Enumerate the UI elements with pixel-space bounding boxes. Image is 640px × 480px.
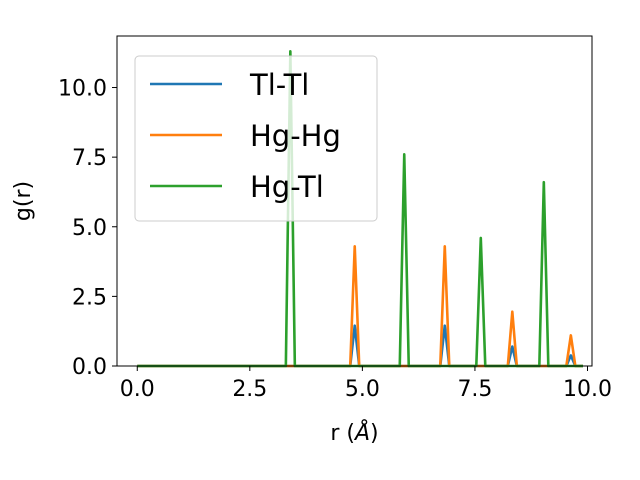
y-tick-label: 2.5	[72, 285, 107, 310]
legend-label-tl-tl: Tl-Tl	[249, 68, 309, 102]
legend-box	[134, 55, 378, 222]
y-tick-label: 5.0	[72, 216, 107, 241]
legend-label-hg-hg: Hg-Hg	[250, 119, 341, 153]
y-tick-label: 10.0	[58, 77, 107, 102]
x-tick-label: 10.0	[563, 377, 612, 402]
legend: Tl-Tl Hg-Hg Hg-Tl	[134, 55, 378, 222]
x-tick-label: 0.0	[120, 377, 155, 402]
axes-frame	[116, 35, 593, 367]
x-axis-label: r (Å)	[330, 419, 378, 446]
y-tick-label: 0.0	[72, 355, 107, 380]
x-tick-label: 2.5	[232, 377, 267, 402]
x-tick-label: 7.5	[457, 377, 492, 402]
x-tick-label: 5.0	[345, 377, 380, 402]
axes-layer: 0.0 2.5 5.0 7.5 10.0 0.0 2.5 5.0 7.5 10.0 r (Å) g(r…	[11, 35, 612, 446]
y-tick-label: 7.5	[72, 146, 107, 171]
legend-label-hg-tl: Hg-Tl	[250, 170, 324, 204]
y-axis-label: g(r)	[11, 181, 36, 221]
